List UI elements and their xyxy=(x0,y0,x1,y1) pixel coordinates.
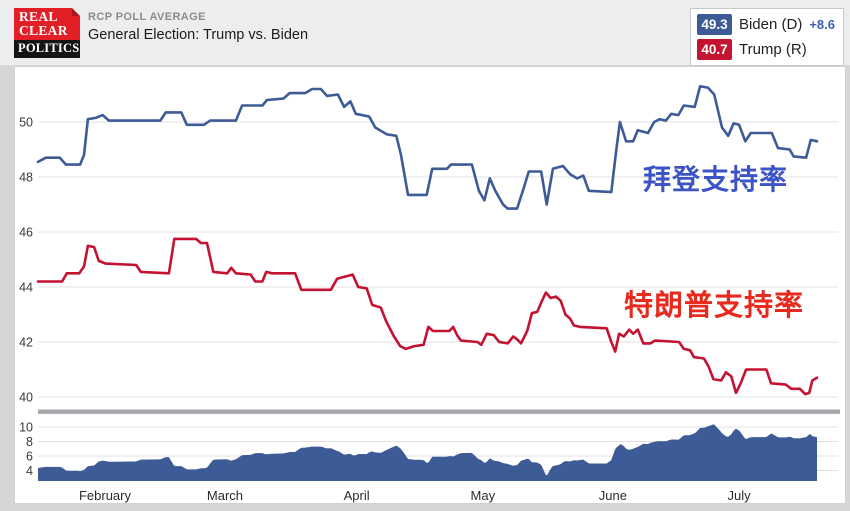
poll-title: General Election: Trump vs. Biden xyxy=(88,27,309,43)
panel-separator xyxy=(38,409,840,414)
trump-value-badge: 40.7 xyxy=(696,39,732,60)
biden-line xyxy=(36,85,819,210)
biden-annotation: 拜登支持率 xyxy=(643,164,789,195)
rcp-logo-red-block: REAL CLEAR xyxy=(14,8,80,40)
y-tick-label: 44 xyxy=(19,281,33,295)
spread-tick-label: 10 xyxy=(19,421,33,435)
spread-tick-label: 8 xyxy=(26,435,33,449)
month-label: June xyxy=(599,488,627,503)
month-label: July xyxy=(728,488,752,503)
month-label: March xyxy=(207,488,243,503)
month-label: May xyxy=(471,488,496,503)
biden-label: Biden (D) xyxy=(738,16,803,33)
y-tick-label: 40 xyxy=(19,391,33,405)
month-label: February xyxy=(79,488,132,503)
legend-row-trump: 40.7 Trump (R) xyxy=(696,39,835,60)
trump-line xyxy=(36,237,819,396)
y-tick-label: 50 xyxy=(19,116,33,130)
spread-tick-label: 6 xyxy=(26,450,33,464)
logo-line-politics: POLITICS xyxy=(14,40,80,58)
month-label: April xyxy=(344,488,370,503)
legend-box: 49.3 Biden (D) +8.6 40.7 Trump (R) xyxy=(689,8,844,66)
trump-annotation: 特朗普支持率 xyxy=(624,290,805,322)
spread-tick-label: 4 xyxy=(26,464,33,478)
header-bar: REAL CLEAR POLITICS RCP POLL AVERAGE Gen… xyxy=(0,0,850,66)
logo-line-clear: CLEAR xyxy=(19,23,68,38)
biden-value-badge: 49.3 xyxy=(696,14,732,35)
spread-area xyxy=(38,424,817,481)
legend-row-biden: 49.3 Biden (D) +8.6 xyxy=(696,14,835,35)
logo-line-real: REAL xyxy=(19,9,58,24)
x-axis-labels: February March April May June July xyxy=(79,488,751,503)
poll-average-kicker: RCP POLL AVERAGE xyxy=(88,11,206,23)
y-tick-label: 42 xyxy=(19,336,33,350)
y-tick-label: 48 xyxy=(19,171,33,185)
rcp-logo[interactable]: REAL CLEAR POLITICS xyxy=(14,8,80,58)
biden-delta: +8.6 xyxy=(809,17,835,32)
trump-label: Trump (R) xyxy=(738,41,807,58)
y-tick-label: 46 xyxy=(19,226,33,240)
